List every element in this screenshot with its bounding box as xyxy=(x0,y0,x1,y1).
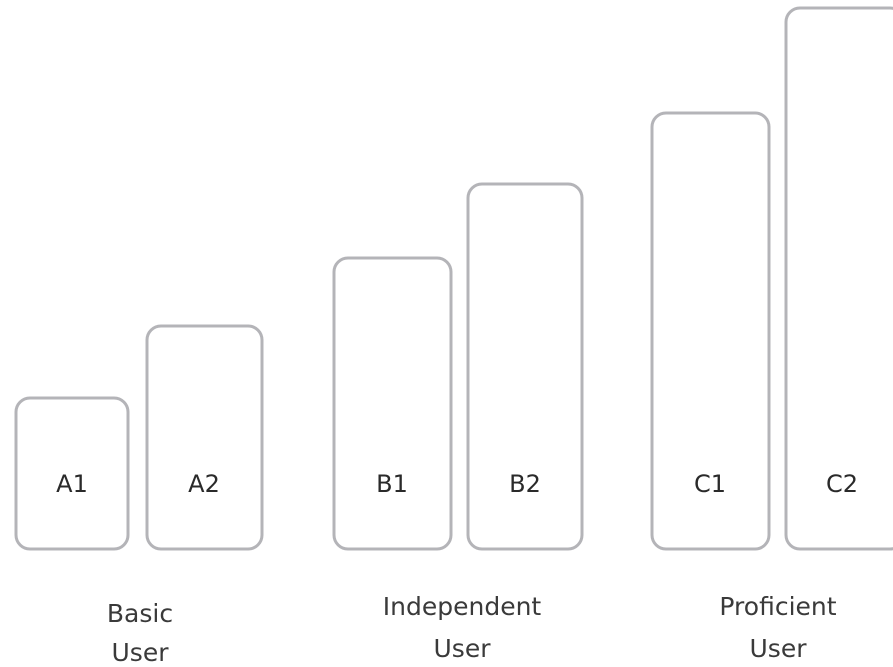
level-a1-label: A1 xyxy=(56,470,88,498)
level-b1-box xyxy=(332,256,453,551)
level-a1-box xyxy=(14,396,130,551)
level-a1: A1 xyxy=(14,396,130,551)
group-independent-line2: User xyxy=(434,634,492,663)
group-basic-line1: Basic xyxy=(107,599,173,628)
level-a2-label: A2 xyxy=(188,470,220,498)
level-c2-label: C2 xyxy=(826,470,858,498)
level-b1: B1 xyxy=(332,256,453,551)
level-c1-box xyxy=(650,111,771,551)
level-a2: A2 xyxy=(145,324,264,551)
group-independent-line1: Independent xyxy=(383,592,542,621)
level-b1-label: B1 xyxy=(376,470,408,498)
group-proficient-line2: User xyxy=(750,634,808,663)
group-proficient-user: Proficient User xyxy=(719,592,836,663)
level-c2-box xyxy=(784,6,893,551)
level-a2-box xyxy=(145,324,264,551)
level-c2: C2 xyxy=(784,6,893,551)
group-independent-user: Independent User xyxy=(383,592,542,663)
level-c1: C1 xyxy=(650,111,771,551)
group-basic-user: Basic User xyxy=(107,599,173,667)
group-basic-line2: User xyxy=(112,638,170,667)
level-c1-label: C1 xyxy=(694,470,726,498)
group-proficient-line1: Proficient xyxy=(719,592,836,621)
level-b2-box xyxy=(466,182,584,551)
level-b2-label: B2 xyxy=(509,470,541,498)
level-b2: B2 xyxy=(466,182,584,551)
